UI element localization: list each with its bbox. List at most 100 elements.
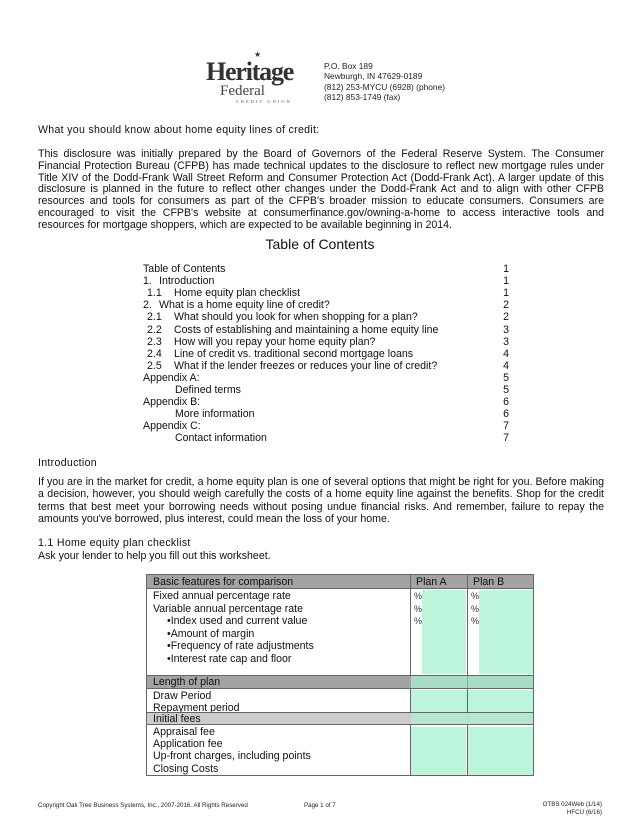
toc-entry[interactable]: 1. Introduction 1 — [143, 275, 509, 287]
feature-row-label: Variable annual percentage rate — [153, 602, 303, 615]
toc-entry[interactable]: 2.1 What should you look for when shoppin… — [143, 311, 509, 323]
toc-entry[interactable]: Appendix A: 5 — [143, 372, 509, 384]
footer-copyright: Copyright Oak Tree Business Systems, Inc… — [38, 802, 248, 809]
plan-a-length-field[interactable] — [411, 690, 467, 712]
plan-a-rate-field[interactable] — [422, 590, 466, 674]
toc-entry-number: 2.1 — [147, 311, 162, 324]
toc-entry-label: Appendix A: — [143, 371, 200, 384]
toc-entry[interactable]: Defined terms 5 — [143, 384, 509, 396]
toc-entry-number: 2. — [143, 299, 152, 312]
plan-b-rate-field[interactable] — [479, 590, 533, 674]
header-basic-features: Basic features for comparison — [153, 576, 294, 588]
toc-entry-page: 2 — [503, 299, 509, 312]
toc-entry-label: Appendix C: — [143, 420, 201, 433]
toc-entry-number: 1. — [143, 275, 152, 288]
toc-entry-number: 2.2 — [147, 323, 162, 336]
repayment-period-label: Repayment period — [153, 702, 240, 714]
checklist-heading: 1.1 Home equity plan checklist — [38, 537, 191, 549]
fee-row-label: Application fee — [153, 738, 223, 751]
plan-a-percent-input[interactable]: % — [414, 616, 423, 627]
toc-entry-label: Contact information — [175, 432, 267, 445]
toc-entry[interactable]: More information 6 — [143, 408, 509, 420]
table-header-row — [147, 575, 533, 589]
feature-row-label: •Amount of margin — [167, 627, 255, 640]
header-plan-b: Plan B — [473, 576, 505, 588]
toc-entry-label: How will you repay your home equity plan… — [174, 335, 376, 348]
introduction-paragraph: If you are in the market for credit, a h… — [38, 476, 604, 525]
toc-entry-page: 1 — [503, 263, 509, 275]
heritage-federal-logo: ★ Heritage Federal CREDIT UNION — [206, 50, 294, 105]
toc-entry-label: Appendix B: — [143, 396, 201, 409]
plan-a-fees-header-field — [411, 713, 467, 724]
footer-form-id: OTBS 024Web (1/14) — [542, 801, 602, 808]
intro-paragraph: This disclosure was initially prepared b… — [38, 148, 604, 231]
toc-entry-page: 3 — [503, 323, 509, 336]
fee-row-label: Up-front charges, including points — [153, 750, 311, 763]
star-icon: ★ — [254, 50, 262, 59]
checklist-subheading: Ask your lender to help you fill out thi… — [38, 550, 271, 562]
toc-entry-page: 4 — [503, 359, 509, 372]
feature-row-label: •Interest rate cap and floor — [167, 653, 292, 665]
toc-entry[interactable]: 2.5 What if the lender freezes or reduces… — [143, 360, 509, 372]
fee-row-label: Closing Costs — [153, 762, 219, 775]
toc-entry-page: 6 — [503, 396, 509, 409]
toc-title: Table of Contents — [265, 236, 375, 252]
toc-entry-number: 1.1 — [147, 287, 162, 300]
plan-a-fees-field[interactable] — [411, 727, 466, 775]
toc-entry[interactable]: 2. What is a home equity line of credit? 2 — [143, 299, 509, 311]
initial-fees-label: Initial fees — [153, 713, 201, 725]
length-of-plan-label: Length of plan — [153, 676, 221, 688]
plan-b-percent-input[interactable]: % — [471, 591, 480, 601]
toc-entry-page: 2 — [503, 311, 509, 324]
toc-entry-label: Line of credit vs. traditional second mo… — [174, 347, 414, 360]
toc-entry-page: 5 — [503, 371, 509, 384]
toc-entry[interactable]: 1.1 Home equity plan checklist 1 — [143, 287, 509, 299]
toc-entry[interactable]: Contact information 7 — [143, 432, 509, 444]
toc-entry-label: Introduction — [159, 275, 215, 288]
toc-entry-page: 6 — [503, 408, 509, 421]
toc-entry-number: 2.4 — [147, 347, 162, 360]
toc-entry-label: Costs of establishing and maintaining a … — [174, 323, 439, 336]
intro-heading: What you should know about home equity l… — [38, 124, 320, 136]
plan-b-fees-field[interactable] — [468, 727, 533, 775]
introduction-heading: Introduction — [38, 457, 97, 469]
toc-entry-page: 3 — [503, 335, 509, 348]
toc-entry[interactable]: Table of Contents 1 — [143, 263, 509, 275]
feature-row-label: •Frequency of rate adjustments — [167, 640, 314, 653]
header-plan-a: Plan A — [416, 576, 447, 588]
plan-b-fees-header-field — [468, 713, 533, 724]
plan-b-length-header-field — [468, 676, 533, 688]
toc-entry-page: 7 — [503, 432, 509, 445]
footer-page-number: Page 1 of 7 — [304, 802, 336, 809]
toc-entry-label: Home equity plan checklist — [174, 287, 301, 300]
toc-entry-page: 1 — [503, 287, 509, 300]
toc-entry[interactable]: 2.3 How will you repay your home equity p… — [143, 336, 509, 348]
toc-entry[interactable]: Appendix B: 6 — [143, 396, 509, 408]
plan-b-length-field[interactable] — [468, 690, 533, 712]
toc-entry-label: Defined terms — [175, 384, 241, 396]
plan-a-percent-input[interactable]: % — [414, 591, 423, 601]
plan-b-percent-input[interactable]: % — [471, 616, 480, 627]
plan-b-percent-input[interactable]: % — [471, 603, 480, 614]
draw-period-label: Draw Period — [153, 690, 212, 702]
toc-entry-label: Table of Contents — [143, 263, 226, 275]
toc-entry-number: 2.3 — [147, 335, 162, 348]
toc-entry-label: What should you look for when shopping f… — [174, 311, 418, 324]
toc-entry-label: More information — [175, 408, 255, 421]
toc-entry[interactable]: 2.4 Line of credit vs. traditional second… — [143, 348, 509, 360]
plan-a-length-header-field — [411, 676, 467, 688]
toc-entry[interactable]: 2.2 Costs of establishing and maintaining… — [143, 324, 509, 336]
toc-entry-label: What if the lender freezes or reduces yo… — [174, 359, 438, 372]
fee-row-label: Appraisal fee — [153, 726, 215, 738]
feature-row-label: Fixed annual percentage rate — [153, 590, 291, 602]
toc-entry-page: 1 — [503, 275, 509, 288]
toc-entry-page: 7 — [503, 420, 509, 433]
footer-form-id-2: HFCU (6/16) — [566, 809, 602, 816]
comparison-table: Basic features for comparison Plan A Pla… — [146, 574, 534, 776]
toc-entry-label: What is a home equity line of credit? — [159, 299, 330, 312]
toc-entry[interactable]: Appendix C: 7 — [143, 420, 509, 432]
toc-entry-page: 5 — [503, 384, 509, 396]
plan-a-percent-input[interactable]: % — [414, 603, 423, 614]
feature-row-label: •Index used and current value — [167, 615, 308, 628]
